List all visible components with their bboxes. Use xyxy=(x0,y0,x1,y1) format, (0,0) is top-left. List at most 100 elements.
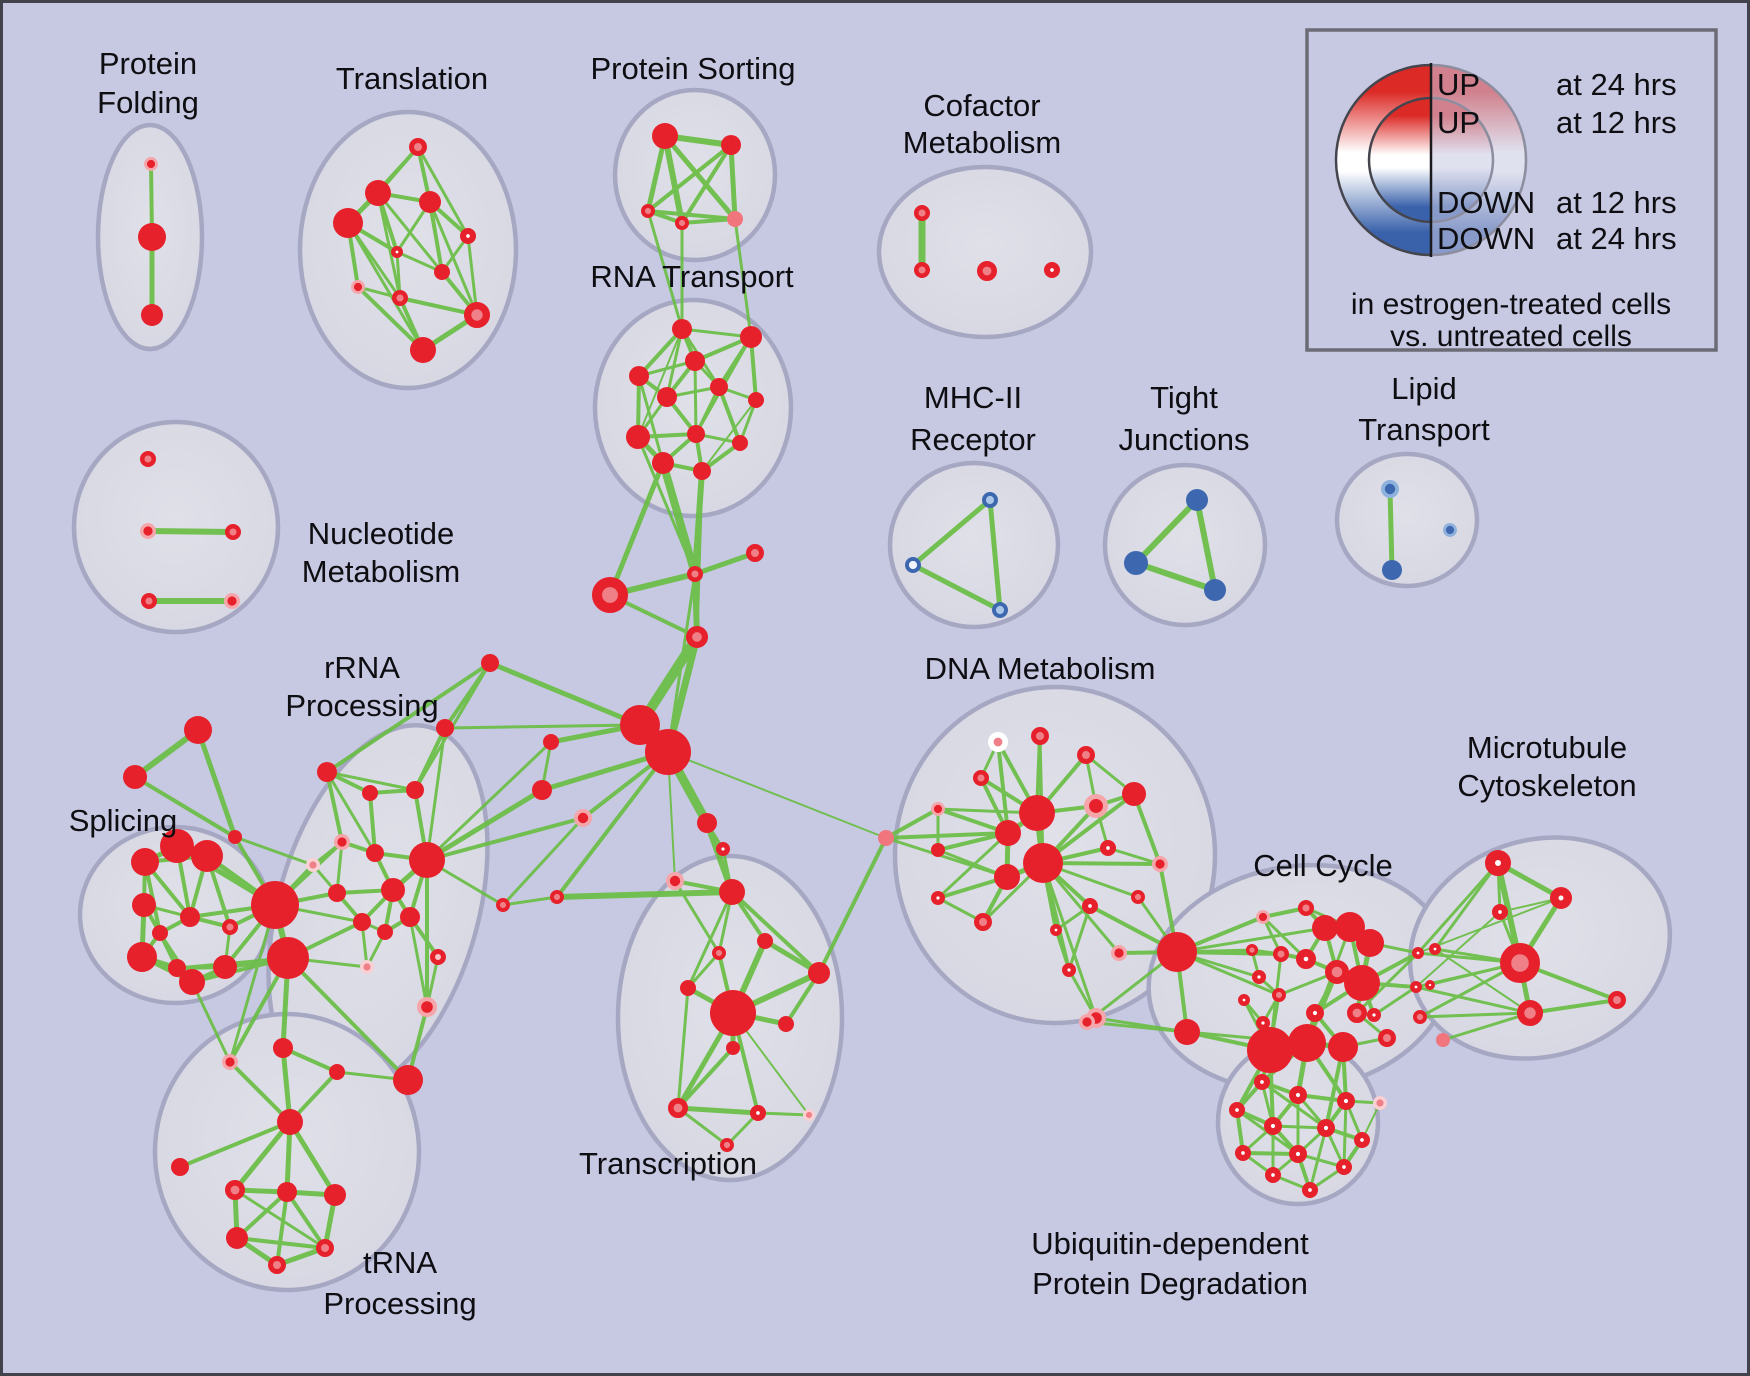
cluster-label-protein-sorting: Protein Sorting xyxy=(590,51,795,86)
node xyxy=(353,913,371,931)
legend-direction-1: UP xyxy=(1437,105,1480,140)
edge xyxy=(1133,497,1200,566)
edge xyxy=(662,133,738,222)
node xyxy=(223,592,241,610)
node xyxy=(1335,912,1365,942)
node xyxy=(715,841,731,857)
node xyxy=(144,157,158,171)
node xyxy=(550,890,564,904)
node xyxy=(419,191,441,213)
node xyxy=(1325,960,1349,984)
node xyxy=(543,734,559,750)
node xyxy=(226,1227,248,1249)
edge xyxy=(910,562,1003,613)
node xyxy=(641,204,655,218)
node xyxy=(995,820,1021,846)
node xyxy=(665,871,685,891)
edge xyxy=(1434,948,1531,1014)
edge xyxy=(1416,861,1500,955)
legend: UP at 24 hrs UP at 12 hrs DOWN at 12 hrs DOWN a… xyxy=(1305,28,1718,353)
node xyxy=(629,366,649,386)
edge xyxy=(554,889,735,900)
edge xyxy=(1418,1011,1532,1019)
node xyxy=(436,719,454,737)
node xyxy=(366,844,384,862)
nodes xyxy=(123,123,1626,1274)
edge xyxy=(693,359,698,436)
node xyxy=(1151,855,1169,873)
edge xyxy=(637,328,683,438)
cluster-label-nucleotide-metabolism: Nucleotide xyxy=(308,516,454,551)
node xyxy=(1335,1158,1353,1176)
cluster-ellipse-translation xyxy=(297,109,519,391)
node xyxy=(710,990,756,1036)
legend-time-2: at 12 hrs xyxy=(1556,185,1677,220)
node xyxy=(267,937,309,979)
node xyxy=(591,576,629,614)
edge xyxy=(235,1236,327,1250)
node xyxy=(972,769,990,787)
cluster-label-trna-processing: tRNA xyxy=(363,1245,437,1280)
cluster-label-microtubule: Cytoskeleton xyxy=(1457,768,1636,803)
edge xyxy=(325,770,344,844)
edge xyxy=(466,234,479,317)
node xyxy=(324,1184,346,1206)
node xyxy=(721,135,741,155)
edge xyxy=(996,740,1010,835)
edge xyxy=(692,550,758,577)
edge xyxy=(228,903,277,1064)
edge xyxy=(1415,911,1501,988)
edge xyxy=(233,835,315,867)
node xyxy=(1228,1101,1246,1119)
edge xyxy=(1433,861,1500,951)
node xyxy=(732,435,748,451)
node xyxy=(1366,1007,1382,1023)
node xyxy=(1050,924,1062,936)
node xyxy=(1382,560,1402,580)
edge xyxy=(356,285,425,352)
node xyxy=(1131,890,1145,904)
node xyxy=(273,1038,293,1058)
edge xyxy=(936,831,1010,900)
node xyxy=(1264,1117,1282,1135)
node xyxy=(1289,1086,1307,1104)
node xyxy=(905,557,921,573)
edge xyxy=(195,727,238,840)
edge xyxy=(487,660,643,728)
edge xyxy=(190,980,232,1064)
legend-donut-right-fade xyxy=(1431,63,1528,257)
node xyxy=(160,829,194,863)
node xyxy=(913,204,931,222)
cluster-label-nucleotide-metabolism: Metabolism xyxy=(302,554,461,589)
edge xyxy=(408,915,429,1009)
edge xyxy=(413,726,447,792)
node xyxy=(328,884,346,902)
node xyxy=(1485,850,1511,876)
node xyxy=(221,1053,239,1071)
node xyxy=(1061,962,1077,978)
edge xyxy=(325,770,377,855)
edge xyxy=(233,1188,327,1250)
node xyxy=(1380,479,1400,499)
edge xyxy=(662,133,685,226)
node xyxy=(652,452,674,474)
node xyxy=(930,890,946,906)
node xyxy=(139,450,157,468)
node xyxy=(127,942,157,972)
node xyxy=(1373,1096,1387,1110)
cluster-label-tight-junctions: Tight xyxy=(1150,380,1218,415)
node xyxy=(1499,942,1540,983)
node xyxy=(1301,1181,1319,1199)
node xyxy=(1031,727,1049,745)
node xyxy=(1429,943,1441,955)
node xyxy=(1157,932,1197,972)
edge xyxy=(424,787,545,863)
edge xyxy=(676,1106,729,1147)
legend-direction-0: UP xyxy=(1437,67,1480,102)
edge xyxy=(1441,1011,1532,1042)
edge xyxy=(884,807,940,840)
node xyxy=(803,1109,815,1121)
